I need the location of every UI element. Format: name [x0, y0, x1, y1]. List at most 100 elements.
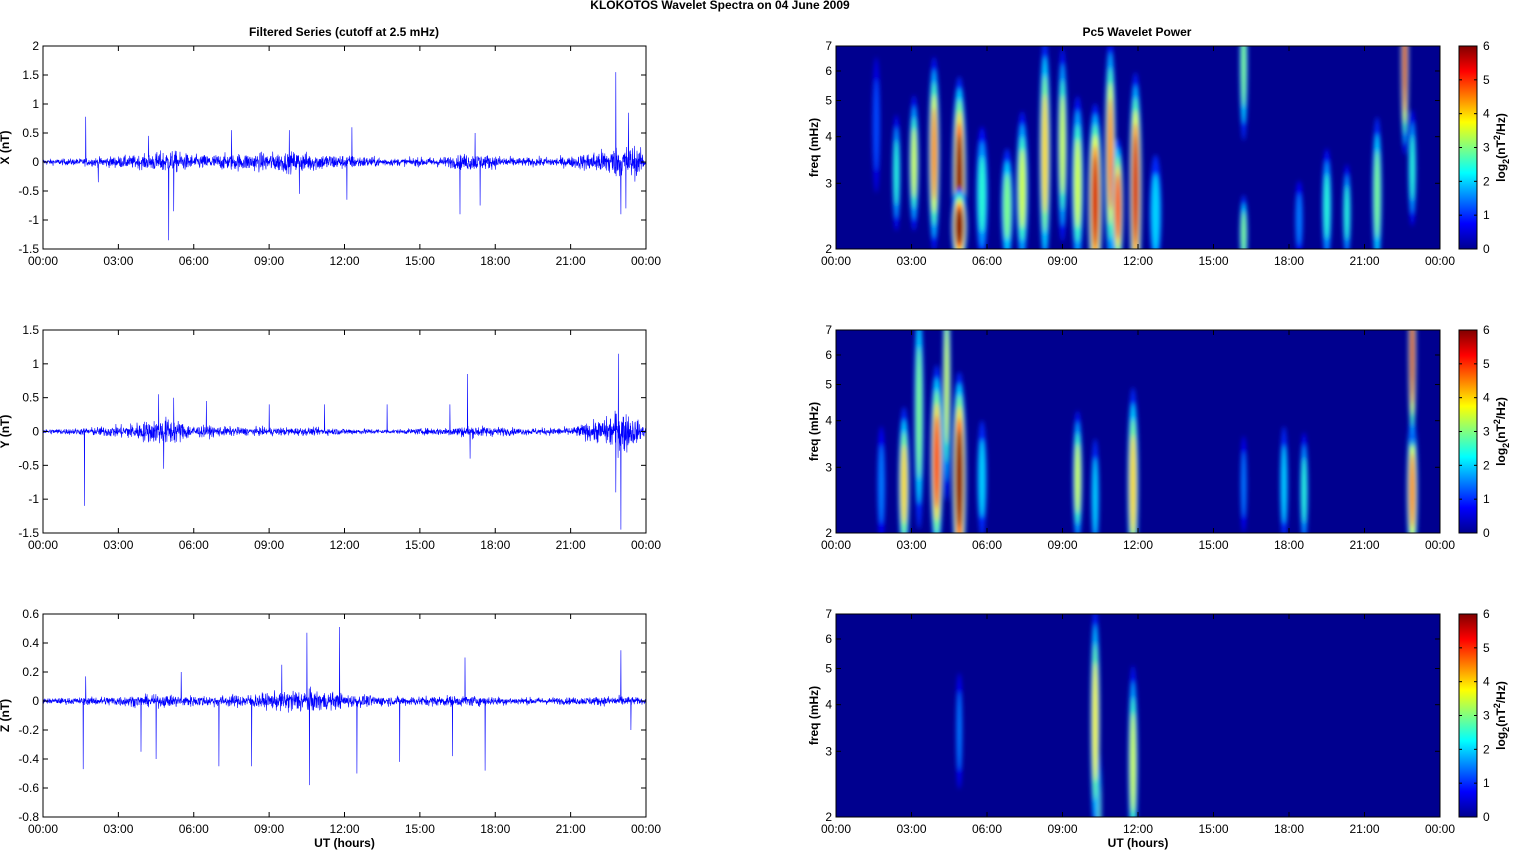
y-power-ytick-1: 3: [825, 460, 832, 474]
y-series-trace: [43, 353, 646, 530]
z-series-ytick-7: 0.6: [22, 607, 39, 621]
z-power-colorbar-tick-2: 2: [1483, 742, 1490, 756]
x-power-xtick-2: 06:00: [972, 254, 1002, 268]
z-series-ytick-6: 0.4: [22, 636, 39, 650]
x-series-xtick-2: 06:00: [179, 254, 209, 268]
x-series-ytick-3: 0: [32, 155, 39, 169]
y-power-ytick-5: 7: [825, 323, 832, 337]
x-power-colorbar-tick-5: 5: [1483, 73, 1490, 87]
x-power-blob-5-layer-2: [1324, 173, 1330, 240]
z-power-ytick-4: 6: [825, 632, 832, 646]
y-power-blob-4-layer-1: [1281, 445, 1287, 524]
y-power-xtick-7: 21:00: [1349, 538, 1379, 552]
z-series-xtick-6: 18:00: [480, 822, 510, 836]
x-series-ytick-4: 0.5: [22, 126, 39, 140]
z-power-colorbar-tick-0: 0: [1483, 810, 1490, 824]
x-power-blob-24-layer-5: [955, 208, 963, 245]
x-power-blob-22-layer-5: [1403, 46, 1407, 103]
y-power-ylabel: freq (mHz): [807, 402, 821, 461]
z-power-ytick-1: 3: [825, 744, 832, 758]
y-power-blob-7-layer-3: [944, 330, 949, 445]
y-power-blob-8-layer-3: [1075, 443, 1081, 514]
x-power-blob-15-layer-3: [1074, 138, 1081, 229]
z-series-panel: 00:00 03:00 06:00 09:00 12:00 15:00 18:00 21:00…: [0, 607, 661, 850]
x-power-blob-11-layer-2: [1374, 150, 1380, 239]
x-series-ytick-5: 1: [32, 97, 39, 111]
z-power-colorbar-tick-3: 3: [1483, 709, 1490, 723]
y-power-blob-11-layer-4: [1409, 453, 1416, 528]
x-series-ylabel: X (nT): [0, 131, 12, 165]
x-power-xtick-4: 12:00: [1123, 254, 1153, 268]
z-power-ytick-2: 4: [825, 698, 832, 712]
y-power-xtick-3: 09:00: [1047, 538, 1077, 552]
z-series-xtick-3: 09:00: [254, 822, 284, 836]
z-series-xtick-0: 00:00: [28, 822, 58, 836]
y-power-xtick-8: 00:00: [1425, 538, 1455, 552]
y-power-blob-2-layer-1: [978, 439, 986, 518]
x-power-ytick-3: 5: [825, 94, 832, 108]
z-series-ytick-0: -0.8: [18, 810, 39, 824]
x-power-blob-17-layer-4: [931, 107, 937, 201]
x-power-ytick-5: 7: [825, 39, 832, 53]
z-power-xtick-5: 15:00: [1198, 822, 1228, 836]
x-power-xtick-1: 03:00: [896, 254, 926, 268]
x-power-xtick-6: 18:00: [1274, 254, 1304, 268]
y-power-ytick-0: 2: [825, 526, 832, 540]
z-series-xtick-2: 06:00: [179, 822, 209, 836]
x-power-colorbar-tick-4: 4: [1483, 107, 1490, 121]
z-series-xtick-4: 12:00: [329, 822, 359, 836]
y-power-ytick-3: 5: [825, 378, 832, 392]
x-power-blob-9-layer-2: [1241, 211, 1246, 249]
z-power-colorbar-tick-6: 6: [1483, 607, 1490, 621]
x-power-panel: 0 1 2 3 4 5 6 log2(nT2/Hz) 00:00 03:00 06:00 09:00 1…: [807, 39, 1511, 268]
x-power-blob-21-layer-5: [1132, 135, 1139, 243]
x-series-xtick-3: 09:00: [254, 254, 284, 268]
y-series-xtick-1: 03:00: [103, 538, 133, 552]
y-power-colorbar-tick-2: 2: [1483, 458, 1490, 472]
z-power-xtick-2: 06:00: [972, 822, 1002, 836]
x-series-trace: [43, 72, 646, 241]
y-series-ylabel: Y (nT): [0, 415, 12, 449]
x-power-xtick-7: 21:00: [1349, 254, 1379, 268]
z-series-xtick-1: 03:00: [103, 822, 133, 836]
z-series-xtick-7: 21:00: [556, 822, 586, 836]
x-series-xtick-5: 15:00: [405, 254, 435, 268]
x-series-ytick-7: 2: [32, 39, 39, 53]
x-power-blob-1-layer-1: [1296, 193, 1302, 246]
x-series-plot-area: [43, 46, 646, 249]
x-power-blob-10-layer-2: [1241, 46, 1246, 108]
x-series-ytick-0: -1.5: [18, 242, 39, 256]
y-series-panel: 00:00 03:00 06:00 09:00 12:00 15:00 18:00 21:00…: [0, 323, 661, 552]
y-series-xtick-7: 21:00: [556, 538, 586, 552]
z-power-colorbar-label: log2(nT2/Hz): [1492, 681, 1511, 750]
z-series-xtick-8: 00:00: [631, 822, 661, 836]
z-power-xtick-0: 00:00: [821, 822, 851, 836]
right-column-title: Pc5 Wavelet Power: [1083, 25, 1192, 39]
y-power-ytick-2: 4: [825, 414, 832, 428]
x-series-ytick-2: -0.5: [18, 184, 39, 198]
x-power-colorbar-label: log2(nT2/Hz): [1492, 113, 1511, 182]
x-power-blob-16-layer-3: [1042, 94, 1048, 214]
y-series-xtick-0: 00:00: [28, 538, 58, 552]
x-power-ytick-1: 3: [825, 176, 832, 190]
x-power-ylabel: freq (mHz): [807, 118, 821, 177]
y-power-colorbar-tick-6: 6: [1483, 323, 1490, 337]
z-series-xtick-5: 15:00: [405, 822, 435, 836]
x-power-colorbar-tick-0: 0: [1483, 242, 1490, 256]
x-power-blob-13-layer-3: [1019, 148, 1026, 229]
x-power-blob-4-layer-2: [978, 155, 986, 234]
z-power-xtick-8: 00:00: [1425, 822, 1455, 836]
z-power-xtick-3: 09:00: [1047, 822, 1077, 836]
x-series-xtick-8: 00:00: [631, 254, 661, 268]
x-power-colorbar-tick-1: 1: [1483, 208, 1490, 222]
x-power-blob-19-layer-4: [1115, 173, 1121, 240]
y-power-blob-12-layer-4: [933, 415, 940, 509]
y-power-colorbar-label: log2(nT2/Hz): [1492, 397, 1511, 466]
y-power-blob-6-layer-2: [916, 346, 922, 479]
y-series-ytick-6: 1.5: [22, 323, 39, 337]
z-series-plot-area: [43, 614, 646, 817]
x-series-xtick-1: 03:00: [103, 254, 133, 268]
z-power-plot-area: [836, 614, 1440, 817]
y-power-ytick-4: 6: [825, 348, 832, 362]
z-power-xlabel: UT (hours): [1108, 836, 1169, 850]
